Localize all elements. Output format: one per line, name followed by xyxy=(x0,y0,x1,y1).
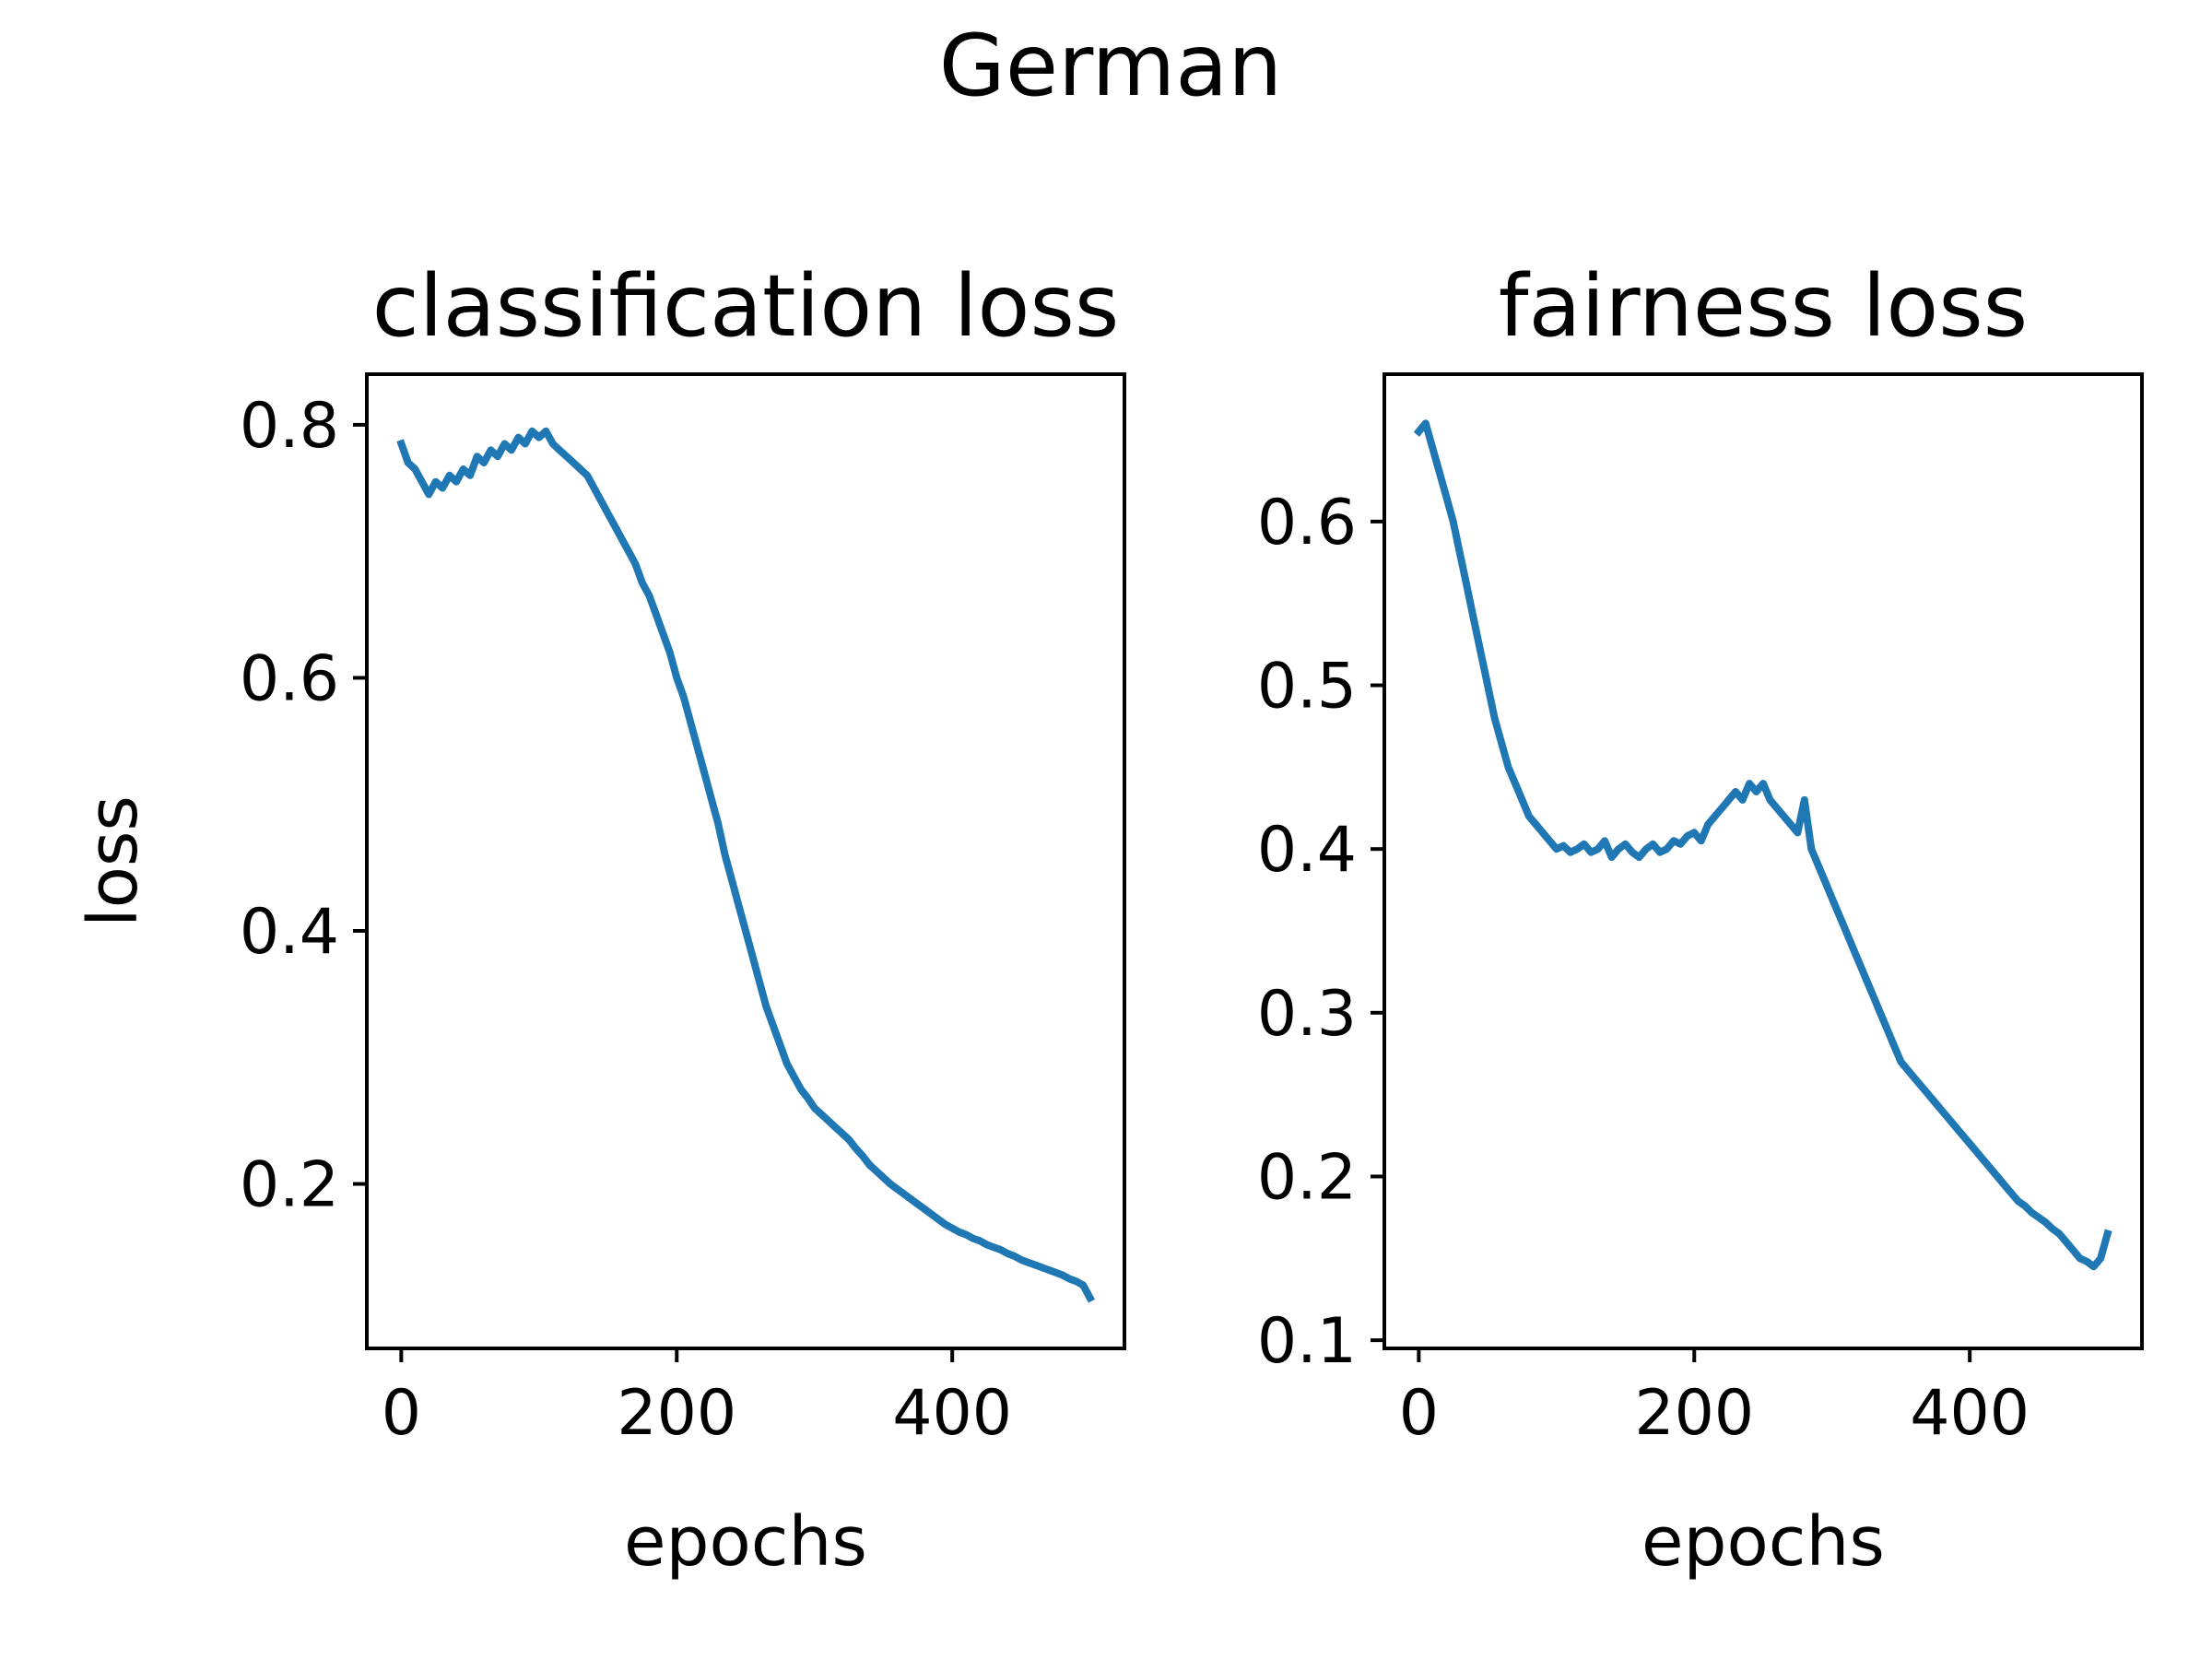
classification-loss-y-tick-label: 0.2 xyxy=(240,1149,339,1222)
figure-suptitle: German xyxy=(939,16,1282,115)
classification-loss-y-tick-label: 0.4 xyxy=(240,896,339,969)
fairness-loss-title: fairness loss xyxy=(1499,256,2028,356)
fairness-loss-x-tick-label: 200 xyxy=(1634,1377,1754,1450)
classification-loss-x-axis-label: epochs xyxy=(624,1502,867,1582)
classification-loss-x-tick-label: 0 xyxy=(382,1377,421,1450)
fairness-loss-y-tick-label: 0.4 xyxy=(1257,814,1357,887)
fairness-loss-x-tick-label: 400 xyxy=(1910,1377,2030,1450)
classification-loss-x-tick-label: 200 xyxy=(617,1377,736,1450)
fairness-loss-panel: 0 200 400 0.1 0.2 0.3 0.4 0.5 0.6 fairness loss ep… xyxy=(1257,256,2144,1582)
classification-loss-axes-frame xyxy=(365,372,1126,1350)
classification-loss-y-axis-label: loss xyxy=(74,795,153,927)
classification-loss-series-line xyxy=(396,427,1096,1303)
classification-loss-y-tick-label: 0.8 xyxy=(240,390,339,463)
classification-loss-x-tick-label: 400 xyxy=(892,1377,1012,1450)
fairness-loss-x-axis-label: epochs xyxy=(1641,1502,1885,1582)
fairness-loss-y-tick-label: 0.6 xyxy=(1257,487,1357,559)
classification-loss-title: classification loss xyxy=(372,256,1120,356)
classification-loss-panel: 0 200 400 0.2 0.4 0.6 0.8 classification loss ep… xyxy=(74,256,1126,1582)
fairness-loss-y-tick-label: 0.2 xyxy=(1257,1141,1357,1214)
fairness-loss-y-tick-label: 0.1 xyxy=(1257,1305,1357,1378)
fairness-loss-series-line xyxy=(1413,419,2112,1271)
fairness-loss-y-tick-label: 0.3 xyxy=(1257,978,1357,1051)
fairness-loss-y-tick-label: 0.5 xyxy=(1257,651,1357,724)
classification-loss-y-tick-label: 0.6 xyxy=(240,642,339,715)
fairness-loss-axes-frame xyxy=(1382,372,2144,1350)
fairness-loss-x-tick-label: 0 xyxy=(1399,1377,1439,1450)
